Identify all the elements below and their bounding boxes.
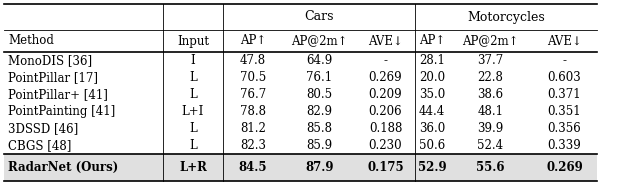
Text: 84.5: 84.5: [239, 161, 268, 174]
Text: 55.6: 55.6: [476, 161, 505, 174]
Text: 0.339: 0.339: [548, 139, 581, 152]
Text: 52.9: 52.9: [418, 161, 446, 174]
Text: 87.9: 87.9: [305, 161, 333, 174]
Text: 39.9: 39.9: [477, 122, 504, 135]
Text: 64.9: 64.9: [307, 54, 333, 67]
Text: PointPillar+ [41]: PointPillar+ [41]: [8, 88, 108, 101]
Text: 52.4: 52.4: [477, 139, 504, 152]
Text: 37.7: 37.7: [477, 54, 504, 67]
Text: 0.603: 0.603: [548, 71, 581, 84]
Text: AVE↓: AVE↓: [368, 35, 403, 48]
Text: AP↑: AP↑: [240, 35, 266, 48]
Text: 0.371: 0.371: [548, 88, 581, 101]
Text: 0.269: 0.269: [546, 161, 583, 174]
Text: 0.356: 0.356: [548, 122, 581, 135]
Text: 76.1: 76.1: [307, 71, 333, 84]
Text: 36.0: 36.0: [419, 122, 445, 135]
Text: 47.8: 47.8: [240, 54, 266, 67]
Text: 48.1: 48.1: [477, 105, 504, 118]
Text: AVE↓: AVE↓: [547, 35, 582, 48]
Text: 0.269: 0.269: [369, 71, 403, 84]
Text: 0.351: 0.351: [548, 105, 581, 118]
Text: 80.5: 80.5: [307, 88, 333, 101]
Text: Input: Input: [177, 35, 209, 48]
Text: -: -: [383, 54, 387, 67]
Text: 0.209: 0.209: [369, 88, 403, 101]
Text: 50.6: 50.6: [419, 139, 445, 152]
Text: 0.230: 0.230: [369, 139, 403, 152]
Text: L: L: [189, 88, 197, 101]
Text: 3DSSD [46]: 3DSSD [46]: [8, 122, 78, 135]
Text: L+R: L+R: [179, 161, 207, 174]
Text: AP@2m↑: AP@2m↑: [291, 35, 348, 48]
Text: 82.3: 82.3: [240, 139, 266, 152]
Text: -: -: [563, 54, 566, 67]
Text: 70.5: 70.5: [240, 71, 266, 84]
Text: MonoDIS [36]: MonoDIS [36]: [8, 54, 92, 67]
Text: 22.8: 22.8: [477, 71, 504, 84]
Text: 78.8: 78.8: [240, 105, 266, 118]
Text: Motorcycles: Motorcycles: [467, 10, 545, 23]
Text: L: L: [189, 71, 197, 84]
Text: Cars: Cars: [304, 10, 333, 23]
Text: CBGS [48]: CBGS [48]: [8, 139, 72, 152]
Text: AP↑: AP↑: [419, 35, 445, 48]
Text: PointPillar [17]: PointPillar [17]: [8, 71, 98, 84]
Text: 76.7: 76.7: [240, 88, 266, 101]
Text: 0.206: 0.206: [369, 105, 403, 118]
Text: 0.188: 0.188: [369, 122, 402, 135]
Bar: [4, 154, 597, 181]
Text: L: L: [189, 122, 197, 135]
Text: Method: Method: [8, 35, 54, 48]
Text: I: I: [191, 54, 195, 67]
Text: L: L: [189, 139, 197, 152]
Text: RadarNet (Ours): RadarNet (Ours): [8, 161, 118, 174]
Text: PointPainting [41]: PointPainting [41]: [8, 105, 115, 118]
Text: AP@2m↑: AP@2m↑: [462, 35, 519, 48]
Text: 81.2: 81.2: [240, 122, 266, 135]
Text: 28.1: 28.1: [419, 54, 445, 67]
Text: 0.175: 0.175: [367, 161, 404, 174]
Text: 82.9: 82.9: [307, 105, 333, 118]
Text: 20.0: 20.0: [419, 71, 445, 84]
Text: 44.4: 44.4: [419, 105, 445, 118]
Text: L+I: L+I: [182, 105, 204, 118]
Text: 38.6: 38.6: [477, 88, 504, 101]
Text: 85.8: 85.8: [307, 122, 333, 135]
Text: 85.9: 85.9: [307, 139, 333, 152]
Text: 35.0: 35.0: [419, 88, 445, 101]
